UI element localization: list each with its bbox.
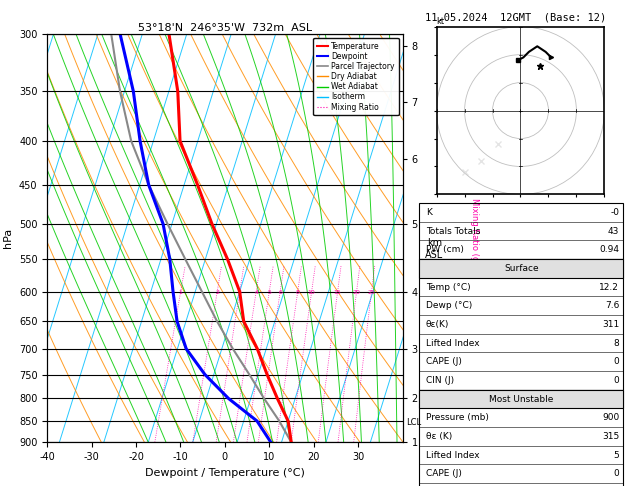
- Text: 0: 0: [613, 376, 619, 385]
- Text: CAPE (J): CAPE (J): [426, 469, 462, 478]
- Text: Pressure (mb): Pressure (mb): [426, 413, 489, 422]
- Text: Dewp (°C): Dewp (°C): [426, 301, 472, 310]
- Text: θε (K): θε (K): [426, 432, 452, 441]
- Text: 7.6: 7.6: [605, 301, 619, 310]
- Text: kt: kt: [437, 17, 445, 26]
- Bar: [420, 259, 623, 278]
- Text: 4: 4: [254, 290, 259, 295]
- Text: PW (cm): PW (cm): [426, 245, 464, 254]
- Text: 25: 25: [367, 290, 376, 295]
- Text: K: K: [426, 208, 431, 217]
- Y-axis label: km
ASL: km ASL: [425, 238, 443, 260]
- Text: 0: 0: [613, 357, 619, 366]
- Text: 2: 2: [215, 290, 220, 295]
- Text: CAPE (J): CAPE (J): [426, 357, 462, 366]
- Text: Surface: Surface: [504, 264, 539, 273]
- Text: 311: 311: [602, 320, 619, 329]
- Text: Temp (°C): Temp (°C): [426, 282, 470, 292]
- Text: 1: 1: [179, 290, 182, 295]
- Text: 8: 8: [613, 339, 619, 347]
- Legend: Temperature, Dewpoint, Parcel Trajectory, Dry Adiabat, Wet Adiabat, Isotherm, Mi: Temperature, Dewpoint, Parcel Trajectory…: [313, 38, 399, 115]
- Text: 315: 315: [602, 432, 619, 441]
- Bar: [420, 390, 623, 486]
- Text: CIN (J): CIN (J): [426, 376, 454, 385]
- Bar: [420, 259, 623, 390]
- Text: 10: 10: [308, 290, 316, 295]
- Text: -0: -0: [610, 208, 619, 217]
- Text: 3: 3: [238, 290, 242, 295]
- Text: Lifted Index: Lifted Index: [426, 451, 479, 460]
- Text: Most Unstable: Most Unstable: [489, 395, 554, 403]
- Text: Mixing Ratio (g/kg): Mixing Ratio (g/kg): [470, 198, 479, 278]
- Title: 53°18'N  246°35'W  732m  ASL: 53°18'N 246°35'W 732m ASL: [138, 23, 312, 33]
- Text: 5: 5: [267, 290, 271, 295]
- Text: 5: 5: [613, 451, 619, 460]
- Text: 11.05.2024  12GMT  (Base: 12): 11.05.2024 12GMT (Base: 12): [425, 12, 606, 22]
- Text: 12.2: 12.2: [599, 282, 619, 292]
- Text: 0.94: 0.94: [599, 245, 619, 254]
- Text: 15: 15: [334, 290, 342, 295]
- Text: 20: 20: [353, 290, 360, 295]
- Text: 6: 6: [278, 290, 282, 295]
- X-axis label: Dewpoint / Temperature (°C): Dewpoint / Temperature (°C): [145, 468, 305, 478]
- Text: 0: 0: [613, 469, 619, 478]
- Text: 900: 900: [602, 413, 619, 422]
- Text: 8: 8: [296, 290, 299, 295]
- Text: 43: 43: [608, 226, 619, 236]
- Bar: [420, 203, 623, 259]
- Text: Lifted Index: Lifted Index: [426, 339, 479, 347]
- Text: θε(K): θε(K): [426, 320, 449, 329]
- Bar: [420, 390, 623, 408]
- Text: LCL: LCL: [406, 418, 421, 427]
- Text: Totals Totals: Totals Totals: [426, 226, 480, 236]
- Y-axis label: hPa: hPa: [3, 228, 13, 248]
